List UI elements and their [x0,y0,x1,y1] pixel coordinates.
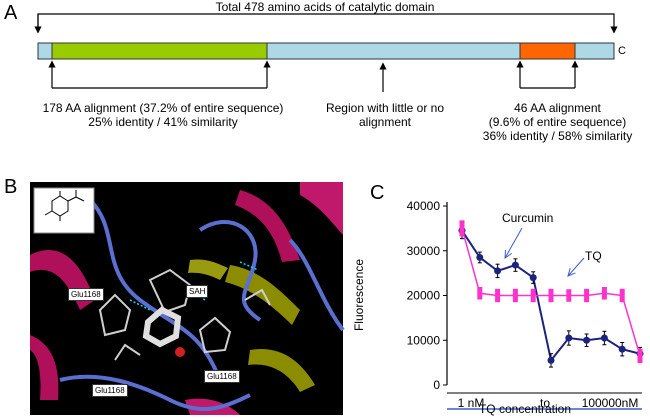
annotation-left-line2: 25% identity / 41% similarity [88,115,238,129]
annotation-right-line2: (9.6% of entire sequence) [488,115,627,129]
panel-c-letter: C [370,182,385,204]
data-point-curcumin [583,336,591,344]
data-point-curcumin [565,334,573,342]
annotation-right: 46 AA alignment (9.6% of entire sequence… [470,101,645,143]
legend-tq: TQ [585,249,602,263]
data-point-curcumin [476,253,484,261]
data-point-tq [601,286,607,300]
tq-pointer [567,257,585,277]
data-point-tq [619,288,625,303]
data-point-curcumin [547,356,555,364]
data-point-curcumin [618,345,626,353]
x-tick-label: 1 nM [458,396,485,410]
data-point-tq [566,289,572,302]
data-point-tq [530,288,536,303]
data-point-tq [548,288,554,303]
annotation-left: 178 AA alignment (37.2% of entire sequen… [28,101,298,129]
annotation-right-line1: 46 AA alignment [514,101,601,115]
green-alignment-region [51,42,268,60]
c-terminal-label: C [618,45,626,57]
residue-label-sah: SAH [186,285,209,298]
data-point-tq [459,220,465,237]
residue-label-glu1168-top: Glu1168 [68,288,104,301]
tq-pointer-head [567,268,576,277]
data-point-tq [477,286,483,300]
panel-b-letter: B [4,176,18,198]
annotation-middle-line1: Region with little or no [325,101,445,115]
y-tick-label: 20000 [407,289,441,303]
data-point-tq [512,288,518,303]
curcumin-pointer [504,227,523,259]
data-point-tq [584,288,590,303]
x-tick-label: 100000nM [582,396,639,410]
x-tick-label: to [540,396,550,410]
curcumin-pointer-head [504,249,512,260]
y-tick-label: 10000 [407,333,441,347]
panel-a-letter: A [4,2,18,24]
residue-label-glu1168-bottom-left: Glu1168 [92,384,128,397]
total-domain-label: Total 478 amino acids of catalytic domai… [215,0,435,14]
data-point-curcumin [494,267,502,275]
data-point-tq [495,288,501,303]
annotation-middle: Region with little or no alignment [305,101,465,129]
data-point-tq [637,348,643,364]
data-point-curcumin [529,274,537,282]
orange-alignment-region [519,42,576,60]
legend-curcumin: Curcumin [502,211,554,225]
annotation-middle-line2: alignment [358,115,412,129]
annotation-right-line3: 36% identity / 58% similarity [482,129,633,143]
y-tick-label: 40000 [407,199,441,213]
y-tick-label: 30000 [407,244,441,258]
residue-label-glu1168-bottom-right: Glu1168 [204,370,240,383]
data-point-curcumin [600,334,608,342]
x-axis-label: TQ concentration [478,402,572,416]
y-axis-label: Fluorescence [352,258,366,332]
data-point-curcumin [511,261,519,269]
annotation-left-line1: 178 AA alignment (37.2% of entire sequen… [42,101,284,115]
y-tick-label: 0 [433,378,440,392]
